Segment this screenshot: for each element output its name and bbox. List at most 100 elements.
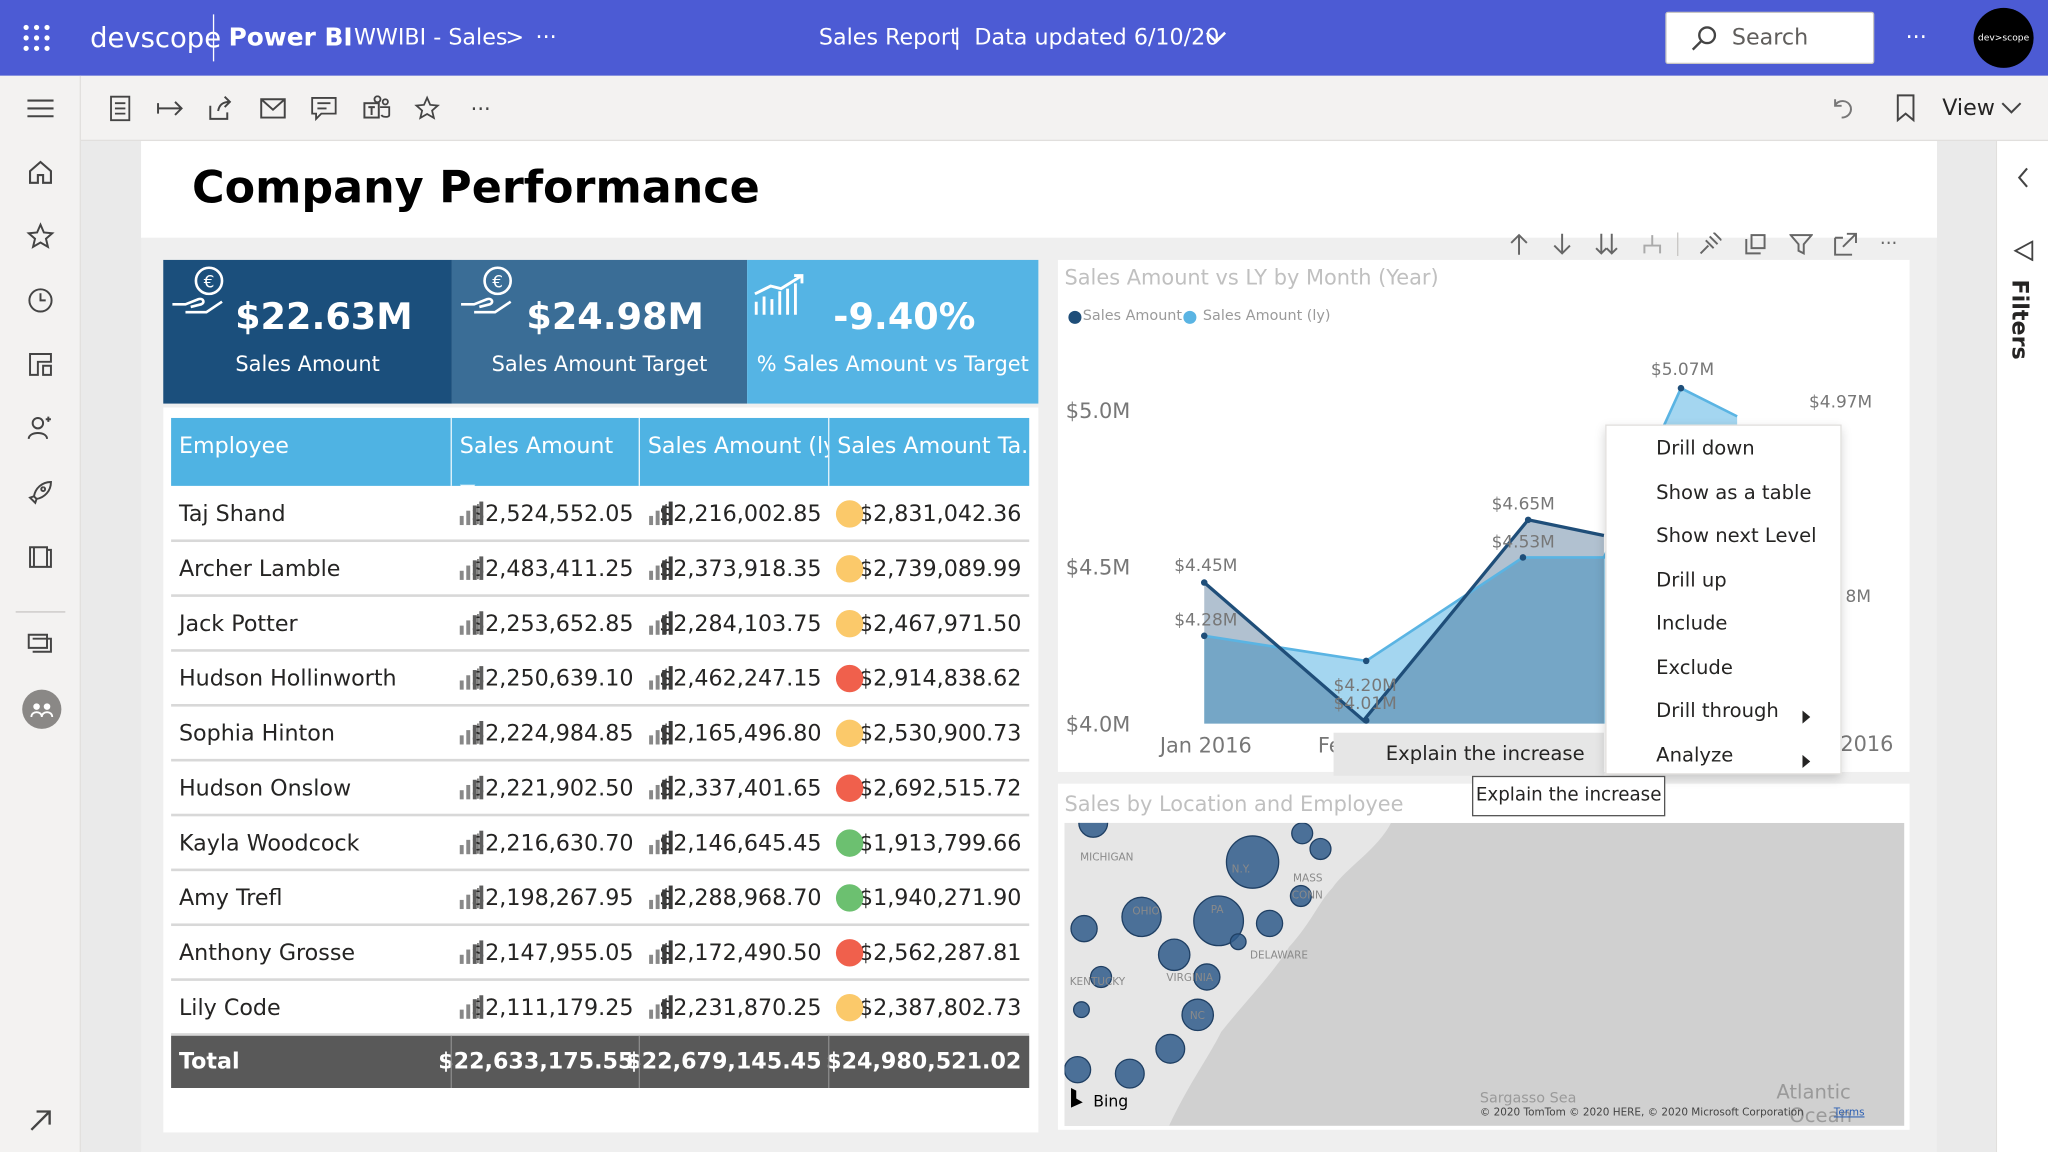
file-menu-icon[interactable]: [106, 94, 135, 123]
favorites-star-icon[interactable]: [24, 219, 58, 253]
context-menu-item[interactable]: Show next Level: [1656, 524, 1816, 548]
location-bubble[interactable]: [1193, 963, 1221, 991]
kpi-pct-vs-target[interactable]: -9.40% % Sales Amount vs Target: [747, 259, 1039, 404]
avatar[interactable]: dev>scope: [1973, 7, 2034, 68]
expand-hierarchy-icon[interactable]: [1638, 230, 1667, 259]
breadcrumb-more-button[interactable]: ···: [535, 24, 557, 51]
apps-icon[interactable]: [24, 347, 58, 381]
ly-series-line[interactable]: [1204, 386, 1738, 663]
teams-icon[interactable]: [360, 94, 391, 123]
favorite-star-icon[interactable]: [413, 94, 442, 123]
location-bubble[interactable]: [1155, 1033, 1186, 1064]
location-map[interactable]: MICHIGAN N.Y. MASS CONN PA OHIO KENTUCKY VIRGIN…: [1064, 822, 1905, 1126]
legend-label-sales-amount[interactable]: Sales Amount: [1082, 306, 1183, 324]
location-bubble[interactable]: [1064, 1056, 1092, 1084]
explain-increase-submenu-item[interactable]: Explain the increase: [1333, 732, 1604, 776]
location-bubble[interactable]: [1114, 1058, 1145, 1089]
view-chevron-down-icon[interactable]: [2000, 97, 2024, 121]
location-bubble[interactable]: [1070, 914, 1098, 943]
table-row[interactable]: Kayla Woodcock $2,216,630.70 $2,146,645.45…: [171, 816, 1030, 872]
deployment-rocket-icon[interactable]: [24, 475, 58, 509]
view-menu-button[interactable]: View: [1942, 95, 1995, 122]
table-row[interactable]: Sophia Hinton $2,224,984.85 $2,165,496.80 $…: [171, 707, 1030, 762]
data-point[interactable]: [1362, 657, 1370, 665]
sales-series-line[interactable]: [1203, 518, 1605, 723]
settings-more-button[interactable]: ···: [1905, 24, 1927, 51]
location-bubble[interactable]: [1089, 965, 1113, 989]
shared-with-me-icon[interactable]: [24, 411, 58, 445]
filters-label[interactable]: Filters: [2006, 280, 2039, 360]
map-terms-link[interactable]: Terms: [1833, 1106, 1865, 1118]
location-bubble[interactable]: [1289, 884, 1312, 908]
location-bubble[interactable]: [1291, 822, 1314, 845]
data-point[interactable]: [1362, 717, 1370, 724]
data-point[interactable]: [1200, 632, 1208, 640]
table-row[interactable]: Anthony Grosse $2,147,955.05 $2,172,490.50…: [171, 926, 1030, 981]
app-launcher-icon[interactable]: [21, 22, 52, 53]
more-options-icon[interactable]: ···: [465, 94, 496, 123]
learn-book-icon[interactable]: [24, 539, 58, 573]
comment-icon[interactable]: [310, 94, 339, 123]
legend-label-sales-amount-ly[interactable]: Sales Amount (ly): [1202, 306, 1331, 324]
visual-more-options-icon[interactable]: ···: [1874, 230, 1903, 259]
subscribe-mail-icon[interactable]: [259, 94, 288, 123]
sales-area-chart[interactable]: $5.0M $4.5M $4.0M $4.45M $4.28M $4.20M$4.01M $…: [1058, 260, 1910, 772]
copy-visual-icon[interactable]: [1741, 230, 1770, 259]
table-row[interactable]: Taj Shand $2,524,552.05 $2,216,002.85 $2,83…: [171, 487, 1030, 543]
table-row[interactable]: Jack Potter $2,253,652.85 $2,284,103.75 $2,…: [171, 597, 1030, 652]
bookmark-icon[interactable]: [1891, 93, 1920, 124]
context-menu-item[interactable]: Show as a table: [1656, 481, 1811, 505]
context-menu-item[interactable]: Analyze: [1656, 743, 1733, 767]
home-icon[interactable]: [24, 155, 58, 189]
context-menu-item[interactable]: Include: [1656, 611, 1727, 635]
location-bubble[interactable]: [1072, 1001, 1090, 1019]
table-row[interactable]: Lily Code $2,111,179.25 $2,231,870.25 $2,38…: [171, 981, 1030, 1036]
filter-funnel-icon[interactable]: [2010, 238, 2036, 264]
location-bubble[interactable]: [1181, 998, 1215, 1032]
location-bubble[interactable]: [1157, 938, 1191, 972]
location-bubble[interactable]: [1078, 822, 1109, 838]
column-header-sales-amount[interactable]: Sales Amount: [450, 417, 639, 486]
kpi-sales-amount[interactable]: € $22.63M Sales Amount: [163, 259, 452, 404]
table-row[interactable]: Archer Lamble $2,483,411.25 $2,373,918.35 $…: [171, 542, 1030, 597]
column-header-sales-amount-target[interactable]: Sales Amount Ta...: [828, 417, 1030, 486]
kpi-sales-amount-target[interactable]: € $24.98M Sales Amount Target: [451, 259, 748, 404]
column-header-employee[interactable]: Employee: [171, 417, 451, 486]
location-bubble[interactable]: [1309, 837, 1332, 861]
location-bubble[interactable]: [1121, 896, 1162, 938]
hamburger-menu-icon[interactable]: [24, 91, 58, 125]
table-row[interactable]: Hudson Hollinworth $2,250,639.10 $2,462,24…: [171, 652, 1030, 707]
focus-mode-icon[interactable]: [1831, 230, 1860, 259]
location-bubble[interactable]: [1225, 835, 1280, 889]
context-menu-item[interactable]: Drill down: [1656, 436, 1755, 460]
pin-visual-icon[interactable]: [1695, 230, 1724, 259]
workspaces-icon[interactable]: [24, 627, 58, 661]
table-row[interactable]: Hudson Onslow $2,221,902.50 $2,337,401.65 $…: [171, 761, 1030, 817]
data-updated-label[interactable]: Data updated 6/10/20: [974, 24, 1220, 51]
drill-up-arrow-icon[interactable]: [1505, 230, 1534, 259]
data-updated-chevron-down-icon[interactable]: [1204, 26, 1228, 50]
brand-name[interactable]: devscope: [90, 22, 222, 54]
data-point[interactable]: [1200, 579, 1208, 586]
get-data-arrow-icon[interactable]: [24, 1104, 58, 1138]
data-point[interactable]: [1519, 554, 1527, 561]
data-point[interactable]: [1677, 384, 1685, 392]
workspace-breadcrumb[interactable]: WWIBI - Sales: [353, 24, 508, 51]
context-menu-item[interactable]: Drill through: [1656, 699, 1779, 723]
table-row[interactable]: Amy Trefl $2,198,267.95 $2,288,968.70 $1,94…: [171, 871, 1030, 927]
export-arrow-icon[interactable]: [155, 94, 186, 123]
column-header-sales-amount-ly[interactable]: Sales Amount (ly): [638, 417, 829, 486]
location-bubble[interactable]: [1193, 895, 1245, 947]
reset-undo-icon[interactable]: [1829, 94, 1858, 123]
location-bubble[interactable]: [1229, 933, 1247, 951]
context-menu-item[interactable]: Drill up: [1656, 568, 1727, 592]
location-bubble[interactable]: [1255, 909, 1284, 938]
expand-pane-chevron-left-icon[interactable]: [2010, 165, 2036, 191]
drill-down-arrow-icon[interactable]: [1548, 230, 1577, 259]
app-name[interactable]: Power BI: [228, 23, 353, 53]
workspace-avatar-icon[interactable]: [22, 689, 62, 729]
share-icon[interactable]: [206, 94, 235, 123]
filter-icon[interactable]: [1787, 230, 1816, 259]
data-point[interactable]: [1524, 516, 1532, 524]
ly-area[interactable]: [1204, 388, 1738, 724]
